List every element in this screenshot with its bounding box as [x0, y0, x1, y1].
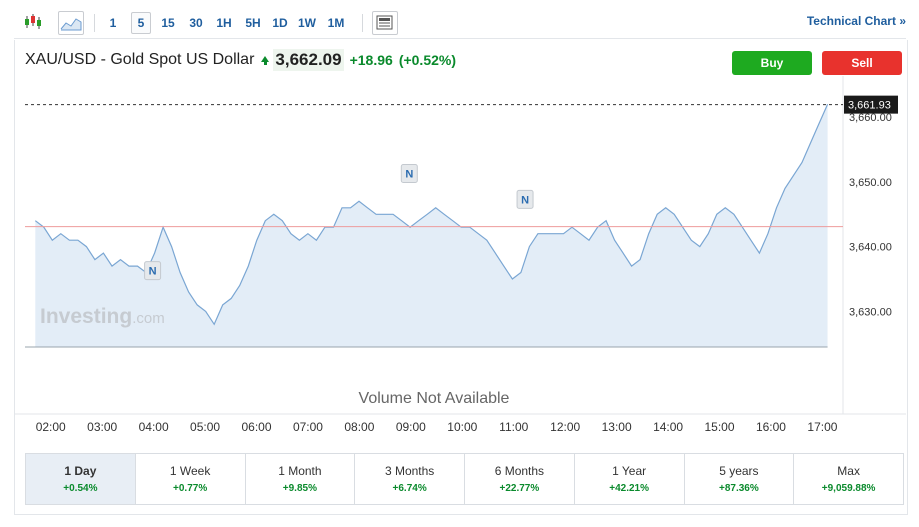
news-panel-icon-svg: [376, 15, 393, 30]
technical-chart-link[interactable]: Technical Chart »: [807, 14, 906, 28]
range-3-months[interactable]: 3 Months +6.74%: [354, 454, 464, 504]
interval-1d[interactable]: 1D: [272, 16, 288, 30]
range-label: 1 Day: [64, 464, 97, 478]
area-chart-icon[interactable]: [58, 11, 84, 35]
price-change-percent: (+0.52%): [398, 52, 457, 68]
toolbar-divider: [94, 14, 95, 32]
range-value: +0.54%: [63, 483, 98, 494]
range-1-year[interactable]: 1 Year +42.21%: [573, 454, 684, 504]
range-1-week[interactable]: 1 Week +0.77%: [134, 454, 245, 504]
range-value: +0.77%: [173, 483, 208, 494]
chart-frame: [14, 40, 908, 515]
instrument-header: XAU/USD - Gold Spot US Dollar 3,662.09 +…: [25, 48, 456, 72]
range-label: 6 Months: [494, 464, 545, 478]
double-chevron-right-icon: »: [899, 14, 906, 28]
sell-button[interactable]: Sell: [822, 51, 902, 75]
interval-5[interactable]: 5: [131, 12, 151, 34]
area-chart-icon-svg: [60, 18, 82, 31]
candlestick-icon-svg: [25, 14, 41, 29]
interval-15[interactable]: 15: [161, 16, 175, 30]
range-value: +42.21%: [609, 483, 649, 494]
chart-toolbar: 1 5 15 30 1H 5H 1D 1W 1M Technical Chart…: [14, 8, 906, 39]
performance-ranges: 1 Day +0.54% 1 Week +0.77% 1 Month +9.85% 3…: [25, 453, 904, 505]
range-value: +9.85%: [282, 483, 317, 494]
interval-30[interactable]: 30: [189, 16, 203, 30]
instrument-title: XAU/USD - Gold Spot US Dollar: [25, 51, 255, 68]
range-1-day[interactable]: 1 Day +0.54%: [26, 454, 135, 504]
toolbar-divider: [362, 14, 363, 32]
range-value: +6.74%: [392, 483, 427, 494]
interval-1w[interactable]: 1W: [298, 16, 316, 30]
range-label: 1 Year: [612, 464, 647, 478]
price-change: +18.96: [349, 52, 393, 68]
technical-chart-label: Technical Chart: [806, 14, 896, 28]
range-1-month[interactable]: 1 Month +9.85%: [244, 454, 355, 504]
candlestick-icon[interactable]: [22, 11, 46, 33]
range-max[interactable]: Max +9,059.88%: [793, 454, 903, 504]
last-price: 3,662.09: [273, 49, 344, 71]
range-value: +87.36%: [718, 483, 759, 494]
interval-1m[interactable]: 1M: [327, 16, 345, 30]
news-panel-icon[interactable]: [372, 11, 398, 35]
range-label: 3 Months: [384, 464, 435, 478]
range-value: +9,059.88%: [821, 483, 876, 494]
buy-button[interactable]: Buy: [732, 51, 812, 75]
range-6-months[interactable]: 6 Months +22.77%: [464, 454, 574, 504]
range-label: 5 years: [719, 464, 759, 478]
range-value: +22.77%: [499, 483, 540, 494]
arrow-up-icon: [261, 56, 270, 65]
interval-1h[interactable]: 1H: [216, 16, 232, 30]
interval-5h[interactable]: 5H: [245, 16, 261, 30]
range-5-years[interactable]: 5 years +87.36%: [683, 454, 794, 504]
interval-1[interactable]: 1: [109, 16, 117, 30]
range-label: Max: [837, 464, 860, 478]
range-label: 1 Month: [278, 464, 322, 478]
range-label: 1 Week: [169, 464, 211, 478]
